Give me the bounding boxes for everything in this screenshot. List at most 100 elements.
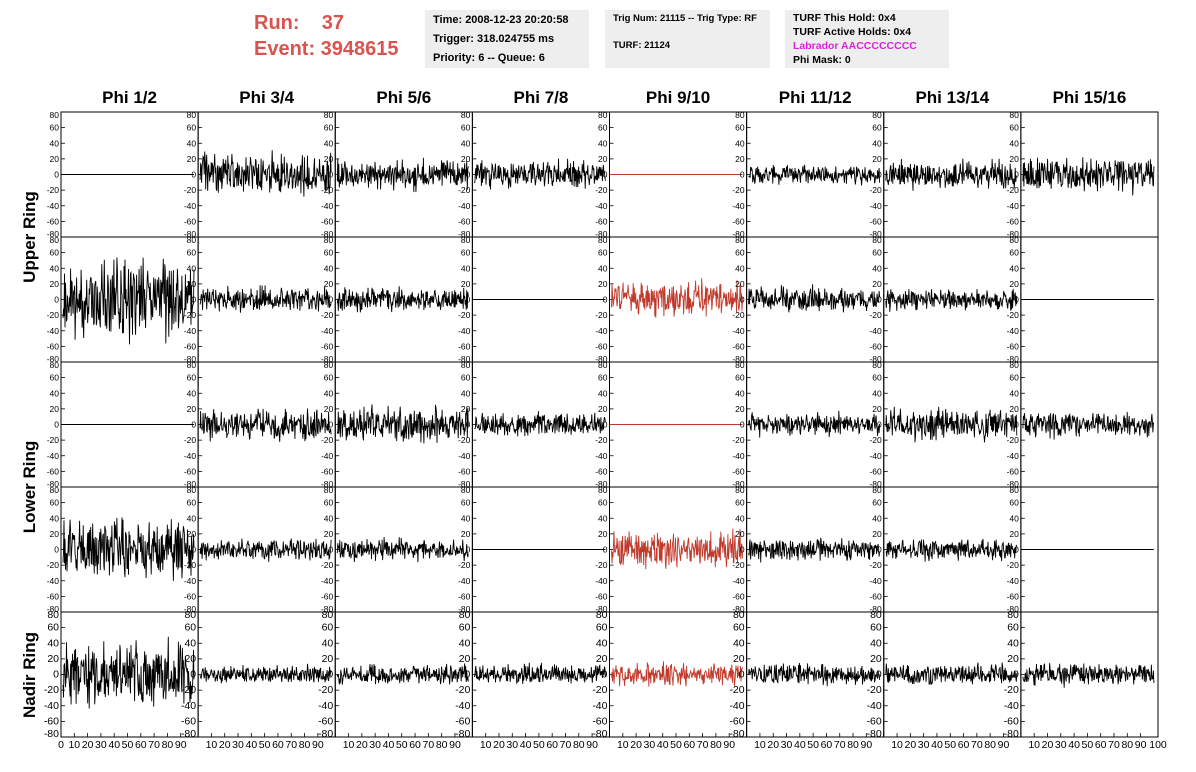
panel-r1-c5: 80 60 40 20 0 -20 -40 -60 -80 <box>595 110 748 239</box>
y-tick-label: -60 <box>869 591 882 601</box>
y-tick-label: -80 <box>869 229 882 239</box>
y-tick-label: 0 <box>191 295 196 305</box>
y-tick-label: 60 <box>184 622 196 634</box>
y-tick-label: -80 <box>458 604 471 614</box>
y-tick-label: 80 <box>459 609 471 621</box>
y-tick-label: 20 <box>735 404 745 414</box>
y-tick-label: -80 <box>458 229 471 239</box>
y-tick-label: -40 <box>321 201 334 211</box>
x-tick-label: 10 <box>754 739 766 751</box>
x-tick-label: 70 <box>148 739 160 751</box>
waveform-trace <box>62 636 195 709</box>
x-tick-label: 20 <box>82 739 94 751</box>
y-tick-label: -40 <box>1007 451 1020 461</box>
y-tick-label: 0 <box>739 669 745 681</box>
waveform-trace <box>611 278 743 318</box>
y-tick-label: 40 <box>50 388 60 398</box>
y-tick-label: 60 <box>322 622 334 634</box>
x-tick-label: 90 <box>449 739 461 751</box>
waveform-trace <box>1022 157 1155 196</box>
y-tick-label: 80 <box>324 360 334 370</box>
y-tick-label: -20 <box>321 560 334 570</box>
waveform-trace <box>199 538 332 562</box>
y-tick-label: 20 <box>187 154 197 164</box>
y-tick-label: -20 <box>181 684 196 696</box>
y-tick-label: -60 <box>44 715 59 727</box>
y-tick-label: -60 <box>595 466 608 476</box>
phi-header-6: Phi 11/12 <box>778 88 852 107</box>
y-tick-label: -60 <box>184 591 197 601</box>
y-tick-label: -20 <box>732 185 745 195</box>
y-tick-label: 40 <box>187 388 197 398</box>
time-trigger-box: Time: 2008-12-23 20:20:58 Trigger: 318.0… <box>425 10 589 68</box>
y-tick-label: 40 <box>461 513 471 523</box>
x-tick-label: 80 <box>573 739 585 751</box>
y-tick-label: -80 <box>318 728 333 740</box>
y-tick-label: -20 <box>47 310 60 320</box>
y-tick-label: -20 <box>1007 435 1020 445</box>
y-tick-label: -80 <box>732 229 745 239</box>
y-tick-label: -60 <box>181 715 196 727</box>
y-tick-label: 0 <box>740 295 745 305</box>
x-tick-label: 40 <box>520 739 532 751</box>
x-tick-label: 60 <box>821 739 833 751</box>
waveform-trace <box>885 406 1018 443</box>
y-tick-label: 80 <box>1009 485 1019 495</box>
waveform-trace <box>336 157 469 193</box>
x-tick-label: 10 <box>343 739 355 751</box>
y-tick-label: 60 <box>187 498 197 508</box>
panel-r4-c1: 80 60 40 20 0 -20 -40 -60 -80 <box>47 485 199 614</box>
y-tick-label: -20 <box>1007 560 1020 570</box>
y-tick-label: -60 <box>458 591 471 601</box>
y-tick-label: -80 <box>184 229 197 239</box>
y-tick-label: -40 <box>869 451 882 461</box>
y-tick-label: 80 <box>322 609 334 621</box>
y-tick-label: -60 <box>455 715 470 727</box>
x-tick-label: 10 <box>617 739 629 751</box>
y-tick-label: -80 <box>1007 479 1020 489</box>
x-tick-label: 90 <box>998 739 1010 751</box>
panel-r4-c7: 80 60 40 20 0 -20 -40 -60 -80 <box>869 485 1022 614</box>
x-tick-label: 90 <box>586 739 598 751</box>
y-tick-label: -60 <box>1007 216 1020 226</box>
y-tick-label: -60 <box>321 216 334 226</box>
y-tick-label: 40 <box>598 513 608 523</box>
y-tick-label: -80 <box>592 728 607 740</box>
phi-header-7: Phi 13/14 <box>915 88 990 107</box>
x-tick-label: 30 <box>369 739 381 751</box>
waveform-trace <box>62 517 195 581</box>
y-tick-label: -60 <box>595 216 608 226</box>
y-tick-label: 20 <box>872 279 882 289</box>
waveform-trace <box>748 284 881 313</box>
y-tick-label: 80 <box>735 110 745 120</box>
y-tick-label: -20 <box>184 435 197 445</box>
y-tick-label: -60 <box>47 591 60 601</box>
turf-this-hold-text: TURF This Hold: 0x4 <box>793 12 896 24</box>
x-tick-label: 30 <box>506 739 518 751</box>
y-tick-label: -60 <box>869 466 882 476</box>
y-tick-label: -40 <box>321 326 334 336</box>
panel-r3-c3: 80 60 40 20 0 -20 -40 -60 -80 <box>321 360 473 489</box>
run-label: Run: 37 <box>254 12 345 34</box>
x-tick-label: 60 <box>409 739 421 751</box>
y-tick-label: -60 <box>1004 715 1019 727</box>
y-tick-label: -80 <box>321 479 334 489</box>
y-tick-label: 60 <box>461 373 471 383</box>
x-tick-label: 60 <box>546 739 558 751</box>
y-tick-label: 80 <box>184 609 196 621</box>
panel-r3-c4: 80 60 40 20 0 -20 -40 -60 -80 <box>458 360 610 489</box>
x-tick-label: 60 <box>1095 739 1107 751</box>
y-tick-label: 20 <box>870 653 882 665</box>
y-tick-label: 20 <box>461 154 471 164</box>
y-tick-label: 80 <box>870 609 882 621</box>
y-tick-label: 40 <box>872 513 882 523</box>
panel-r3-c5: 80 60 40 20 0 -20 -40 -60 -80 <box>595 360 748 489</box>
panel-r2-c1: 80 60 40 20 0 -20 -40 -60 -80 <box>47 235 199 364</box>
y-tick-label: -20 <box>184 560 197 570</box>
y-tick-label: 60 <box>461 498 471 508</box>
y-tick-label: -80 <box>595 604 608 614</box>
x-tick-label: 90 <box>1135 739 1147 751</box>
y-tick-label: -80 <box>455 728 470 740</box>
